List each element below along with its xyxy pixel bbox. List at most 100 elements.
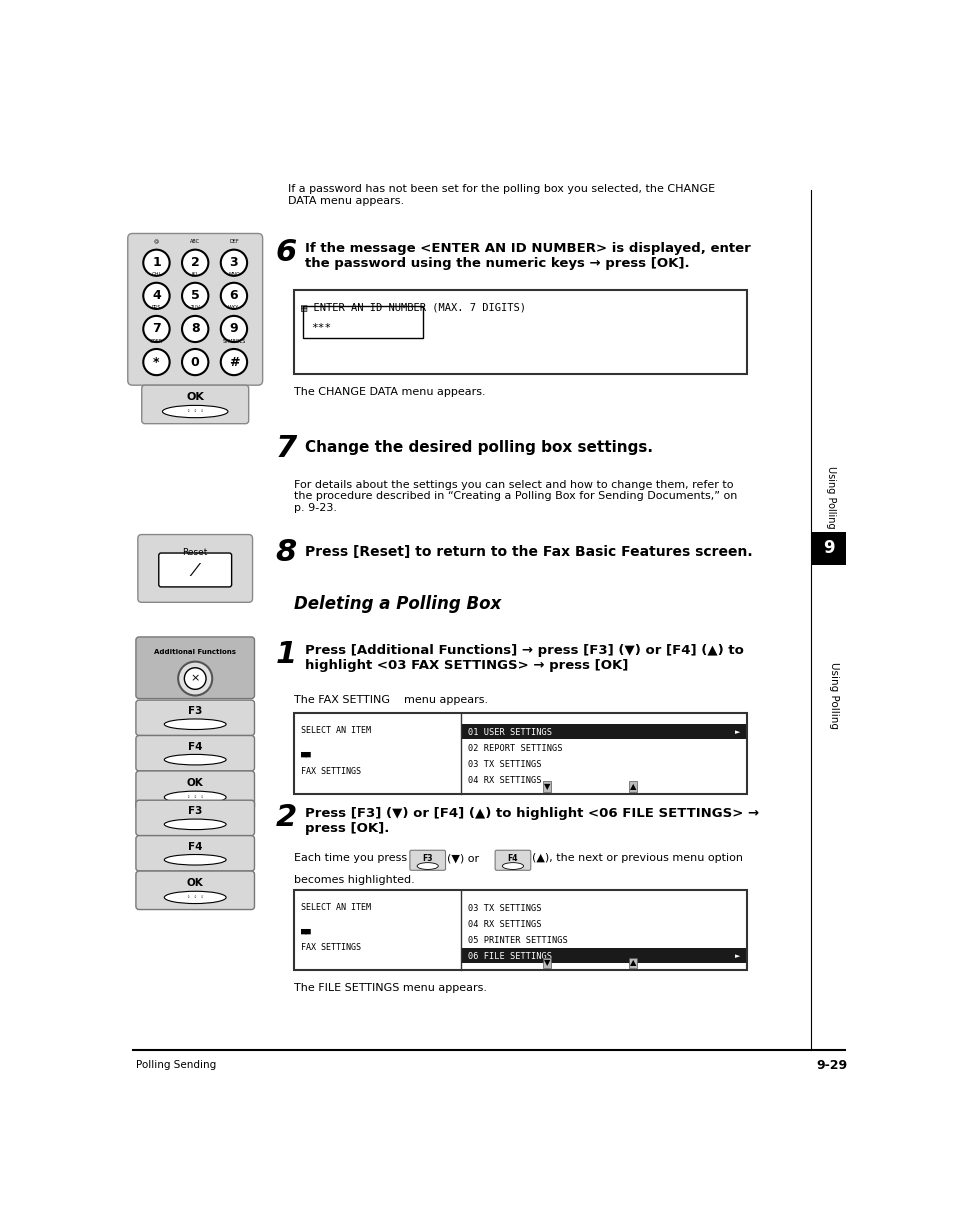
Text: 02 REPORT SETTINGS: 02 REPORT SETTINGS [467,744,561,752]
Bar [294,713,746,794]
Text: F3: F3 [422,854,433,863]
Ellipse shape [164,891,226,903]
Circle shape [178,661,212,696]
Text: Polling Sending: Polling Sending [136,1060,216,1070]
FancyBboxPatch shape [495,850,530,870]
FancyBboxPatch shape [142,385,249,423]
Text: The FILE SETTINGS menu appears.: The FILE SETTINGS menu appears. [294,984,486,994]
Text: SYMBOLS: SYMBOLS [222,339,245,344]
Text: 01 USER SETTINGS: 01 USER SETTINGS [467,728,551,736]
Text: becomes highlighted.: becomes highlighted. [294,875,414,885]
Text: (▲), the next or previous menu option: (▲), the next or previous menu option [532,853,742,864]
Text: OK: OK [187,879,203,888]
Circle shape [182,348,208,375]
Circle shape [143,282,170,309]
Text: Using Polling: Using Polling [825,466,836,529]
Bar [461,948,745,963]
Text: 8: 8 [191,323,199,335]
Text: F4: F4 [188,742,202,752]
Ellipse shape [164,791,226,804]
Text: 7: 7 [152,323,161,335]
Text: ▤ ENTER AN ID NUMBER (MAX. 7 DIGITS): ▤ ENTER AN ID NUMBER (MAX. 7 DIGITS) [301,302,526,312]
Text: F3: F3 [188,707,202,717]
Text: Additional Functions: Additional Functions [154,649,236,654]
Text: @.: @. [153,239,159,244]
Bar [294,291,746,373]
Text: (▼) or: (▼) or [447,853,478,864]
Text: ◦  ◦  ◦: ◦ ◦ ◦ [187,795,203,800]
Circle shape [220,315,247,342]
Text: 1: 1 [152,256,161,269]
Circle shape [143,249,170,276]
Text: 6: 6 [275,238,296,267]
FancyBboxPatch shape [135,871,254,909]
Text: 04 RX SETTINGS: 04 RX SETTINGS [467,920,540,929]
Text: ►: ► [734,729,740,735]
Text: Press [F3] (▼) or [F4] (▲) to highlight <06 FILE SETTINGS> →
press [OK].: Press [F3] (▼) or [F4] (▲) to highlight … [305,807,759,836]
FancyBboxPatch shape [135,637,254,698]
Circle shape [143,315,170,342]
Text: ABC: ABC [190,239,200,244]
Bar [811,533,845,564]
Text: 3: 3 [230,256,238,269]
Text: Press [Additional Functions] → press [F3] (▼) or [F4] (▲) to
highlight <03 FAX S: Press [Additional Functions] → press [F3… [305,644,743,672]
Text: JKL: JKL [192,272,199,277]
Text: F3: F3 [188,806,202,816]
Text: ▼: ▼ [543,782,550,791]
Text: SELECT AN ITEM: SELECT AN ITEM [301,726,371,735]
Text: The CHANGE DATA menu appears.: The CHANGE DATA menu appears. [294,388,485,398]
Text: TUV: TUV [190,306,200,310]
Text: OPER: OPER [150,339,163,344]
Text: 03 TX SETTINGS: 03 TX SETTINGS [467,904,540,913]
FancyBboxPatch shape [410,850,445,870]
Text: 06 FILE SETTINGS: 06 FILE SETTINGS [467,952,551,961]
Text: 05 PRINTER SETTINGS: 05 PRINTER SETTINGS [467,936,567,945]
Circle shape [182,315,208,342]
Circle shape [220,348,247,375]
Text: DEF: DEF [229,239,238,244]
Text: 1: 1 [275,640,296,669]
Text: ■■: ■■ [301,926,312,935]
FancyBboxPatch shape [135,771,254,810]
Text: ◦  ◦  ◦: ◦ ◦ ◦ [187,894,203,899]
Text: ×: × [191,674,200,683]
Bar [461,724,745,739]
Circle shape [182,282,208,309]
Text: 2: 2 [275,804,296,832]
Text: FAX SETTINGS: FAX SETTINGS [301,944,361,952]
Ellipse shape [164,854,226,865]
FancyBboxPatch shape [128,233,262,385]
Text: 7: 7 [275,433,296,463]
Text: Reset: Reset [182,547,208,557]
Text: Using Polling: Using Polling [828,661,838,729]
FancyBboxPatch shape [135,836,254,871]
Text: ▲: ▲ [629,782,636,791]
Text: ■■: ■■ [301,750,312,760]
Text: 2: 2 [191,256,199,269]
Text: If a password has not been set for the polling box you selected, the CHANGE
DATA: If a password has not been set for the p… [288,184,715,206]
FancyBboxPatch shape [137,535,253,602]
Circle shape [182,249,208,276]
Ellipse shape [164,755,226,764]
Text: #: # [229,356,239,368]
Text: 9-29: 9-29 [815,1059,846,1071]
Text: MNO: MNO [228,272,239,277]
Circle shape [220,282,247,309]
Text: 9: 9 [822,540,834,557]
Text: FAX SETTINGS: FAX SETTINGS [301,767,361,777]
Ellipse shape [164,719,226,730]
Text: PRS: PRS [152,306,161,310]
Text: *: * [153,356,159,368]
Circle shape [143,348,170,375]
Text: Each time you press: Each time you press [294,853,406,864]
Text: ◦  ◦  ◦: ◦ ◦ ◦ [187,409,203,413]
Circle shape [184,667,206,690]
Text: If the message <ENTER AN ID NUMBER> is displayed, enter
the password using the n: If the message <ENTER AN ID NUMBER> is d… [305,242,750,270]
Ellipse shape [502,863,523,870]
Text: Press [Reset] to return to the Fax Basic Features screen.: Press [Reset] to return to the Fax Basic… [305,545,752,558]
Text: SELECT AN ITEM: SELECT AN ITEM [301,903,371,912]
FancyBboxPatch shape [135,735,254,771]
Bar [303,306,422,339]
Text: Deleting a Polling Box: Deleting a Polling Box [294,595,500,614]
Text: 04 RX SETTINGS: 04 RX SETTINGS [467,775,540,785]
